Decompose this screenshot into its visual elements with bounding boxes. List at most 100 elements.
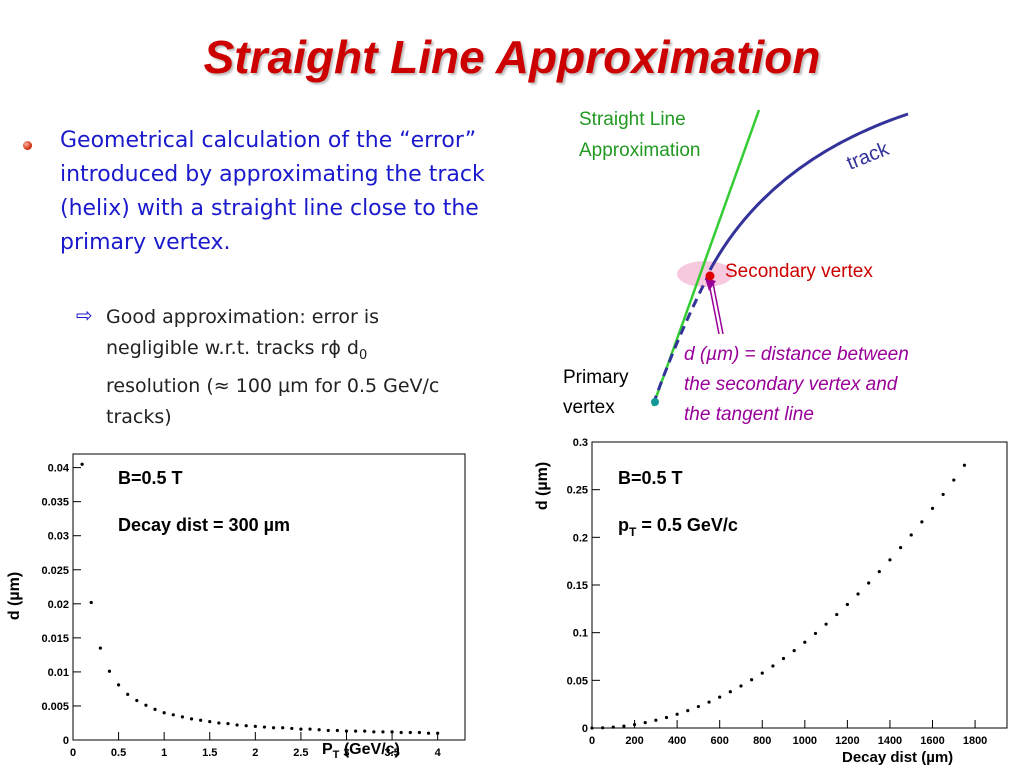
data-point — [781, 656, 786, 661]
x-tick-label: 200 — [625, 735, 643, 747]
x-tick-label: 1000 — [793, 735, 817, 747]
data-point — [760, 671, 764, 675]
x-tick-label: 3.5 — [384, 747, 399, 759]
data-point — [217, 721, 221, 725]
annotation-decay: Decay dist = 300 µm — [118, 515, 290, 535]
data-point — [417, 730, 422, 735]
primary-vertex-dot — [651, 398, 659, 406]
data-point — [426, 731, 431, 735]
d-arrow-line-2 — [712, 282, 724, 335]
track-curve — [708, 112, 909, 271]
sub-bullet-part3: m for 0.5 GeV/c tracks) — [106, 374, 440, 428]
y-tick-label: 0 — [63, 735, 69, 747]
x-tick-label: 1600 — [920, 735, 944, 747]
y-tick-label: 0.005 — [41, 701, 69, 713]
annotation-mu: µ — [264, 515, 274, 535]
x-tick-label: 800 — [753, 735, 771, 747]
data-point — [728, 690, 732, 694]
data-point — [824, 622, 828, 626]
x-tick-label: 0 — [589, 735, 595, 747]
data-point — [888, 558, 892, 562]
sub-bullet-part1: Good approximation: error is negligible … — [106, 306, 379, 359]
data-point — [344, 729, 349, 733]
data-point — [335, 728, 339, 733]
data-point — [654, 718, 658, 722]
annotation-pt: pT = 0.5 GeV/c — [618, 515, 738, 539]
track-label: track — [844, 138, 893, 175]
data-point — [664, 715, 669, 720]
x-tick-label: 3 — [343, 747, 349, 759]
data-point — [171, 713, 175, 717]
x-tick-label: 1800 — [963, 735, 987, 747]
x-tick-label: 4 — [435, 747, 442, 759]
y-tick-label: 0.04 — [48, 463, 70, 475]
primary-vertex-label-1: Primary — [563, 367, 629, 388]
sub-bullet-d-subscript: 0 — [359, 347, 368, 363]
chart-d-vs-pt: 0 0.5 1 1.5 2 2.5 3 3.5 4 0 0.005 0.01 0.015 0.02 0.02… — [6, 453, 466, 761]
y-tick-label: 0.035 — [41, 497, 69, 509]
data-point — [643, 721, 647, 725]
data-point — [771, 664, 775, 668]
data-point — [126, 692, 130, 696]
d-arrow-head — [705, 278, 716, 291]
data-point — [317, 728, 321, 732]
data-point — [436, 731, 440, 735]
data-point — [408, 730, 412, 735]
data-point — [941, 492, 945, 497]
d-label-1: d (µm) = distance between — [684, 344, 909, 365]
annotation-decay-text: Decay dist = 300 — [118, 515, 264, 535]
data-point — [813, 631, 818, 636]
data-point — [601, 726, 605, 730]
y-axis-label: d (µm) — [534, 462, 551, 510]
data-point — [909, 533, 913, 537]
secondary-vertex-label: Secondary vertex — [725, 261, 873, 282]
sub-bullet-part2: resolution (≈ 100 — [106, 374, 279, 397]
axis-ticks: 0 200 400 600 800 1000 1200 1400 1600 1800 0 0.05 0.… — [567, 437, 988, 747]
data-point — [675, 712, 679, 716]
data-point — [354, 729, 358, 733]
annotation-pt-p: p — [618, 515, 629, 535]
data-point — [363, 729, 367, 733]
y-tick-label: 0.3 — [573, 437, 588, 449]
y-tick-label: 0.02 — [48, 599, 69, 611]
secondary-vertex-region — [677, 261, 733, 287]
data-point — [381, 730, 385, 734]
data-point — [135, 698, 139, 703]
sub-bullet-d: d — [340, 337, 359, 359]
data-point — [792, 648, 796, 653]
x-tick-label: 400 — [668, 735, 686, 747]
data-point — [290, 726, 294, 731]
track-diagram: Straight Line Approximation track Second… — [563, 109, 909, 425]
x-tick-label: 1 — [161, 747, 167, 759]
data-point — [80, 462, 84, 466]
data-point — [116, 683, 121, 687]
data-point — [226, 722, 230, 726]
data-point — [590, 726, 594, 730]
x-axis-label: PT (GeV/c) — [322, 741, 400, 761]
secondary-vertex-dot — [705, 271, 715, 281]
data-point — [877, 570, 881, 574]
data-point — [189, 717, 194, 721]
data-point — [845, 602, 849, 607]
y-tick-label: 0.05 — [567, 675, 588, 687]
data-point — [281, 726, 285, 730]
primary-vertex-label-2: vertex — [563, 397, 615, 418]
data-point — [739, 684, 743, 688]
mu-symbol: µ — [278, 374, 291, 397]
x-tick-label: 2 — [252, 747, 258, 759]
main-bullet-text: Geometrical calculation of the “error” i… — [60, 128, 485, 255]
x-tick-label: 1.5 — [202, 747, 217, 759]
data-point — [98, 646, 102, 650]
y-tick-label: 0 — [582, 723, 588, 735]
data-point — [199, 718, 203, 722]
x-axis-label: Decay dist (µm) — [842, 749, 953, 766]
y-tick-label: 0.015 — [41, 633, 69, 645]
x-tick-label: 1200 — [835, 735, 859, 747]
data-point — [208, 720, 212, 724]
data-point — [686, 709, 690, 713]
y-tick-label: 0.25 — [567, 485, 588, 497]
x-tick-label: 0.5 — [111, 747, 126, 759]
track-dashed-extension — [652, 271, 712, 403]
data-point — [244, 724, 248, 728]
data-point — [718, 695, 722, 699]
